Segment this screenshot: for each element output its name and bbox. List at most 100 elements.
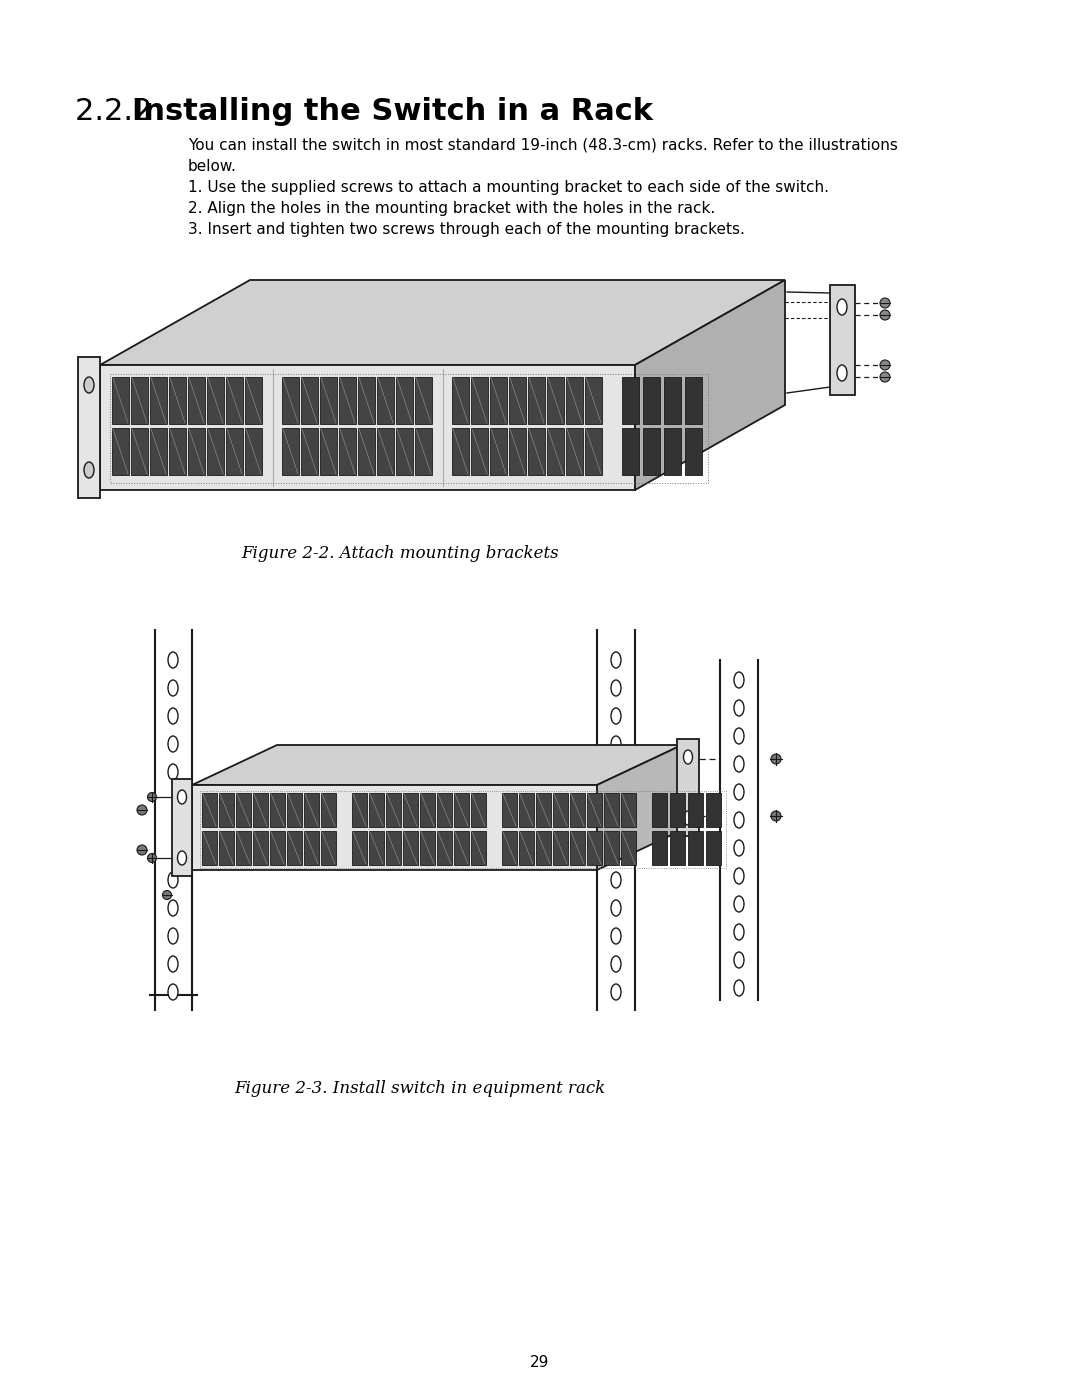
Ellipse shape [168,956,178,972]
Polygon shape [192,745,681,785]
Ellipse shape [168,983,178,1000]
Bar [621,831,636,865]
Bar [664,377,681,425]
Bar [454,793,469,827]
Bar [403,831,418,865]
Bar [357,427,375,475]
Bar [621,793,636,827]
Text: Installing the Switch in a Rack: Installing the Switch in a Rack [132,96,653,126]
Polygon shape [172,780,192,876]
Bar [502,793,517,827]
Bar [519,831,534,865]
Ellipse shape [734,868,744,884]
Bar [588,831,602,865]
Polygon shape [192,785,597,870]
Ellipse shape [880,310,890,320]
Ellipse shape [168,708,178,724]
Bar [528,377,545,425]
Bar [301,377,318,425]
Ellipse shape [837,299,847,314]
Bar [253,793,268,827]
Bar [570,831,585,865]
Text: 29: 29 [530,1355,550,1370]
Ellipse shape [168,680,178,696]
Bar [706,793,721,827]
Ellipse shape [611,652,621,668]
Bar [321,793,336,827]
Bar [453,427,469,475]
Bar [546,427,564,475]
Ellipse shape [84,377,94,393]
Ellipse shape [684,812,692,826]
Ellipse shape [611,872,621,888]
Bar [670,831,685,865]
Polygon shape [597,745,681,870]
Bar [685,427,702,475]
Polygon shape [831,285,855,395]
Bar [528,427,545,475]
Bar [377,377,394,425]
Bar [321,831,336,865]
Ellipse shape [734,784,744,800]
Bar [386,831,401,865]
Polygon shape [635,279,785,490]
Bar [536,831,551,865]
Bar [643,377,660,425]
Bar [622,427,639,475]
Bar [386,793,401,827]
Bar [219,793,234,827]
Ellipse shape [837,365,847,381]
Bar [453,377,469,425]
Bar [207,377,224,425]
Bar [604,793,619,827]
Bar [685,377,702,425]
Ellipse shape [771,812,781,821]
Bar [188,377,205,425]
Bar [287,793,302,827]
Bar [437,831,453,865]
Bar [490,377,507,425]
Bar [357,377,375,425]
Ellipse shape [734,895,744,912]
Bar [352,831,367,865]
Bar [150,427,167,475]
Bar [652,831,667,865]
Bar [415,427,432,475]
Bar [287,831,302,865]
Polygon shape [100,365,635,490]
Bar [420,793,435,827]
Bar [226,427,243,475]
Ellipse shape [734,672,744,687]
Ellipse shape [611,928,621,944]
Bar [490,427,507,475]
Bar [553,793,568,827]
Ellipse shape [137,805,147,814]
Ellipse shape [734,981,744,996]
Bar [168,427,186,475]
Bar [202,793,217,827]
Ellipse shape [177,851,187,865]
Bar [670,793,685,827]
Bar [282,427,299,475]
Bar [502,831,517,865]
Ellipse shape [734,923,744,940]
Bar [245,377,262,425]
Bar [301,427,318,475]
Bar [688,831,703,865]
Ellipse shape [734,840,744,856]
Bar [131,427,148,475]
Bar [437,793,453,827]
Bar [202,831,217,865]
Ellipse shape [611,983,621,1000]
Ellipse shape [611,900,621,916]
Bar [622,377,639,425]
Bar [588,793,602,827]
Bar [320,427,337,475]
Bar [396,377,413,425]
Ellipse shape [611,764,621,780]
Bar [112,377,129,425]
Text: 2. Align the holes in the mounting bracket with the holes in the rack.: 2. Align the holes in the mounting brack… [188,201,715,217]
Ellipse shape [168,928,178,944]
Bar [509,377,526,425]
Bar [352,793,367,827]
